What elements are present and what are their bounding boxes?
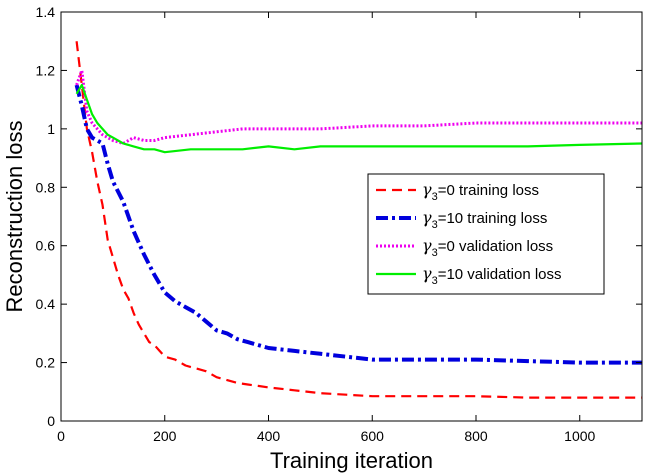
legend-label-text: =10 training loss xyxy=(438,210,548,227)
legend-label-text: =0 training loss xyxy=(438,182,539,199)
y-axis-title: Reconstruction loss xyxy=(2,121,27,313)
legend-label-0: γ3=0 training loss xyxy=(422,180,539,203)
legend-label-2: γ3=0 validation loss xyxy=(422,236,553,259)
x-tick-label: 400 xyxy=(257,428,281,444)
y-tick-label: 1 xyxy=(47,121,55,137)
y-tick-label: 0.8 xyxy=(36,179,56,195)
plot-frame xyxy=(60,11,643,422)
x-tick-label: 600 xyxy=(361,428,385,444)
legend-subscript: 3 xyxy=(432,191,438,203)
x-tick-label: 800 xyxy=(464,428,488,444)
legend-gamma-symbol: γ xyxy=(422,236,432,255)
legend-subscript: 3 xyxy=(432,219,438,231)
legend-gamma-symbol: γ xyxy=(422,180,432,199)
x-axis-title: Training iteration xyxy=(270,448,433,473)
ticks-layer: 0 200 400 600 800 1000 0 0.2 0.4 0.6 0.8 1 1.2 1.4 xyxy=(36,4,642,444)
x-tick-label: 0 xyxy=(57,428,65,444)
legend-gamma-symbol: γ xyxy=(422,264,432,283)
legend-label-text: =0 validation loss xyxy=(438,238,554,255)
legend-subscript: 3 xyxy=(432,275,438,287)
x-tick-label: 1000 xyxy=(564,428,595,444)
series-line-1 xyxy=(74,84,642,365)
series-layer xyxy=(74,41,643,399)
legend-label-1: γ3=10 training loss xyxy=(422,208,547,231)
legend-gamma-symbol: γ xyxy=(422,208,432,227)
y-tick-label: 0.4 xyxy=(36,296,56,312)
y-tick-label: 1.2 xyxy=(36,62,56,78)
legend-label-text: =10 validation loss xyxy=(438,266,562,283)
series-line-2 xyxy=(75,68,642,145)
y-tick-label: 0.6 xyxy=(36,238,56,254)
y-tick-label: 0.2 xyxy=(36,355,56,371)
legend-label-3: γ3=10 validation loss xyxy=(422,264,562,287)
y-tick-label: 1.4 xyxy=(36,4,56,20)
y-tick-label: 0 xyxy=(47,413,55,429)
x-tick-label: 200 xyxy=(153,428,177,444)
legend-subscript: 3 xyxy=(432,247,438,259)
series-line-3 xyxy=(75,83,643,154)
